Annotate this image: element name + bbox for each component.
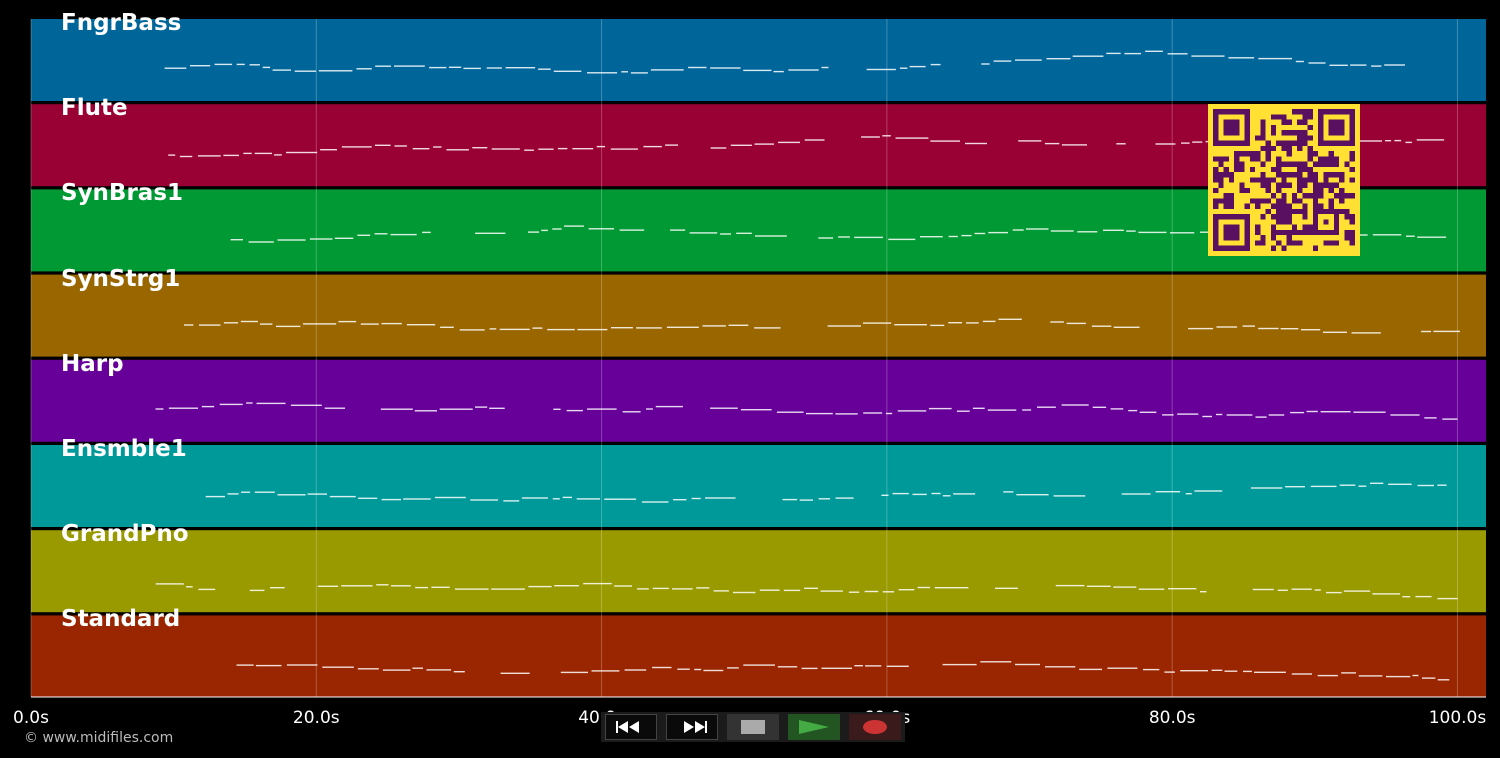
record-icon (863, 720, 887, 734)
track-label-fngrbass: FngrBass (61, 10, 182, 36)
time-tick-label: 80.0s (1148, 708, 1196, 728)
fast-forward-icon (684, 721, 707, 733)
track-notes-synstrg1 (184, 318, 1460, 334)
track-label-ensmble1: Ensmble1 (61, 436, 187, 462)
track-lane-grandpno (31, 530, 1486, 613)
stop-icon (741, 720, 765, 734)
track-lane-ensmble1 (31, 445, 1486, 527)
copyright-text: © www.midifiles.com (24, 730, 174, 746)
track-label-flute: Flute (61, 95, 128, 122)
rewind-icon (616, 721, 639, 733)
track-label-synstrg1: SynStrg1 (61, 265, 181, 292)
track-label-harp: Harp (61, 350, 124, 377)
play-button[interactable] (788, 714, 840, 740)
track-lane-synstrg1 (31, 274, 1486, 357)
track-label-synbras1: SynBras1 (61, 180, 184, 207)
time-tick-label: 100.0s (1428, 708, 1487, 728)
transport-controls (601, 712, 905, 742)
track-label-grandpno: GrandPno (61, 521, 189, 548)
qr-code-icon (1208, 104, 1360, 256)
track-notes-fngrbass (164, 50, 1405, 74)
play-icon (799, 720, 829, 734)
time-tick-label: 0.0s (13, 708, 49, 728)
track-notes-harp (155, 402, 1458, 420)
record-button[interactable] (849, 714, 901, 740)
track-notes-standard (236, 661, 1450, 681)
time-tick-label: 20.0s (292, 708, 340, 728)
rewind-button[interactable] (605, 714, 657, 740)
track-lane-standard (31, 615, 1486, 698)
fast-forward-button[interactable] (666, 714, 718, 740)
track-label-standard: Standard (61, 606, 181, 633)
track-lane-harp (31, 359, 1486, 442)
track-notes-grandpno (155, 582, 1458, 600)
track-notes-ensmble1 (205, 482, 1447, 503)
stop-button[interactable] (727, 714, 779, 740)
track-lane-fngrbass (31, 19, 1486, 101)
